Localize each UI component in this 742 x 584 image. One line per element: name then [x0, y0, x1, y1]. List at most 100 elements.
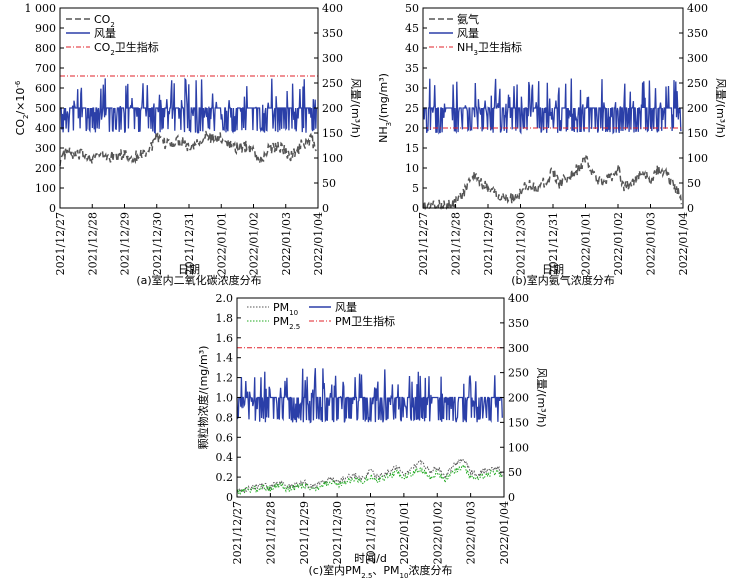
y-axis-label-right: 风量/(m³/h): [349, 78, 362, 138]
y-tick-label-right: 100: [508, 441, 529, 454]
x-axis-label: 时间/d: [354, 552, 387, 565]
x-tick-label: 2022/01/01: [398, 501, 411, 564]
chart-a: 0 100 200 300 400 500 600 700 800 900 1 000 0 50 100 1…: [14, 2, 362, 287]
legend-label: NH3卫生指标: [457, 40, 522, 57]
legend-label: 风量: [94, 27, 116, 40]
y-tick-label-left: 0: [226, 491, 233, 504]
y-tick-label-right: 350: [322, 27, 343, 40]
y-tick-label-right: 300: [687, 52, 708, 65]
y-tick-label-left: 0.4: [216, 451, 234, 464]
y-tick-label-left: 700: [35, 62, 56, 75]
x-tick-label: 2021/12/30: [151, 212, 164, 275]
y-tick-label-left: 40: [405, 42, 419, 55]
y-tick-label-right: 300: [322, 52, 343, 65]
x-tick-label: 2021/12/31: [365, 501, 378, 564]
legend-label: 风量: [335, 301, 357, 314]
y-tick-label-left: 15: [405, 142, 419, 155]
y-tick-label-left: 100: [35, 182, 56, 195]
y-tick-label-left: 900: [35, 22, 56, 35]
legend-label: 风量: [457, 27, 479, 40]
x-tick-label: 2022/01/02: [248, 212, 261, 275]
y-tick-label-right: 150: [508, 416, 529, 429]
chart-c: 0 0.2 0.4 0.6 0.8 1.0 1.2 1.4 1.6 1.8 2.0 0 50 100 150…: [196, 292, 548, 580]
x-tick-label: 2021/12/30: [331, 501, 344, 564]
y-tick-label-left: 400: [35, 122, 56, 135]
y-tick-label-left: 2.0: [216, 292, 234, 305]
y-axis-label-right: 风量/(m³/h): [714, 78, 727, 138]
y-tick-label-right: 200: [322, 102, 343, 115]
series-line-风量: [60, 77, 318, 135]
y-tick-label-right: 300: [508, 342, 529, 355]
y-tick-label-left: 5: [412, 182, 419, 195]
x-tick-label: 2022/01/03: [465, 501, 478, 564]
x-tick-label: 2021/12/28: [264, 501, 277, 564]
legend-label: PM卫生指标: [335, 314, 395, 328]
y-tick-label-left: 1.8: [216, 312, 234, 325]
x-tick-label: 2022/01/01: [215, 212, 228, 275]
y-tick-label-right: 250: [508, 367, 529, 380]
y-tick-label-left: 1.0: [216, 392, 234, 405]
x-tick-label: 2022/01/01: [580, 212, 593, 275]
x-tick-label: 2022/01/04: [677, 212, 690, 275]
y-tick-label-left: 45: [405, 22, 419, 35]
legend-label: CO2卫生指标: [94, 40, 159, 57]
legend-label: PM2.5: [273, 315, 300, 331]
y-tick-label-left: 30: [405, 82, 419, 95]
y-axis-label-left: 颗粒物浓度/(mg/m³): [196, 346, 210, 450]
y-tick-label-left: 0: [412, 202, 419, 215]
y-tick-label-left: 0.6: [216, 431, 234, 444]
y-tick-label-left: 300: [35, 142, 56, 155]
x-tick-label: 2022/01/03: [280, 212, 293, 275]
y-tick-label-left: 1.2: [216, 372, 234, 385]
x-tick-label: 2021/12/28: [450, 212, 463, 275]
y-tick-label-left: 200: [35, 162, 56, 175]
y-tick-label-left: 1 000: [25, 2, 57, 15]
series-line-氨气: [423, 155, 683, 211]
x-tick-label: 2022/01/04: [312, 212, 325, 275]
x-tick-label: 2021/12/29: [298, 501, 311, 564]
y-tick-label-right: 400: [687, 2, 708, 15]
y-tick-label-right: 0: [322, 202, 329, 215]
y-axis-label-left: NH3/(mg/m³): [377, 73, 393, 143]
y-tick-label-left: 0.8: [216, 411, 234, 424]
series-line-风量: [422, 78, 682, 135]
y-tick-label-left: 800: [35, 42, 56, 55]
y-axis-label-left: CO2/×10-6: [14, 80, 30, 135]
x-tick-label: 2021/12/29: [482, 212, 495, 275]
y-tick-label-right: 400: [508, 292, 529, 305]
y-tick-label-left: 10: [405, 162, 419, 175]
y-tick-label-left: 0: [49, 202, 56, 215]
y-tick-label-right: 50: [508, 466, 522, 479]
y-axis-label-right: 风量/(m³/h): [535, 367, 548, 427]
y-tick-label-left: 600: [35, 82, 56, 95]
x-tick-label: 2021/12/27: [54, 212, 67, 275]
chart-caption: (a)室内二氧化碳浓度分布: [136, 273, 261, 287]
y-tick-label-right: 350: [687, 27, 708, 40]
series-line-风量: [236, 368, 503, 424]
x-tick-label: 2021/12/28: [86, 212, 99, 275]
x-tick-label: 2021/12/27: [231, 501, 244, 564]
y-tick-label-left: 35: [405, 62, 419, 75]
y-tick-label-right: 0: [508, 491, 515, 504]
x-tick-label: 2022/01/02: [431, 501, 444, 564]
y-tick-label-right: 0: [687, 202, 694, 215]
series-line-PM10: [236, 456, 503, 494]
y-tick-label-right: 100: [322, 152, 343, 165]
y-tick-label-right: 150: [322, 127, 343, 140]
y-tick-label-right: 250: [687, 77, 708, 90]
chart-caption: (b)室内氨气浓度分布: [511, 273, 615, 287]
x-tick-label: 2022/01/03: [645, 212, 658, 275]
x-tick-label: 2022/01/04: [498, 501, 511, 564]
y-tick-label-left: 1.4: [216, 352, 234, 365]
chart-b: 0 5 10 15 20 25 30 35 40 45 50 0 50 100 150 200 250 300 35…: [377, 2, 727, 287]
y-tick-label-left: 25: [405, 102, 419, 115]
y-tick-label-right: 200: [508, 392, 529, 405]
x-tick-label: 2021/12/30: [515, 212, 528, 275]
x-axis-label: 日期: [178, 263, 200, 276]
x-tick-label: 2021/12/31: [547, 212, 560, 275]
y-tick-label-right: 50: [322, 177, 336, 190]
y-tick-label-left: 0.2: [216, 471, 234, 484]
